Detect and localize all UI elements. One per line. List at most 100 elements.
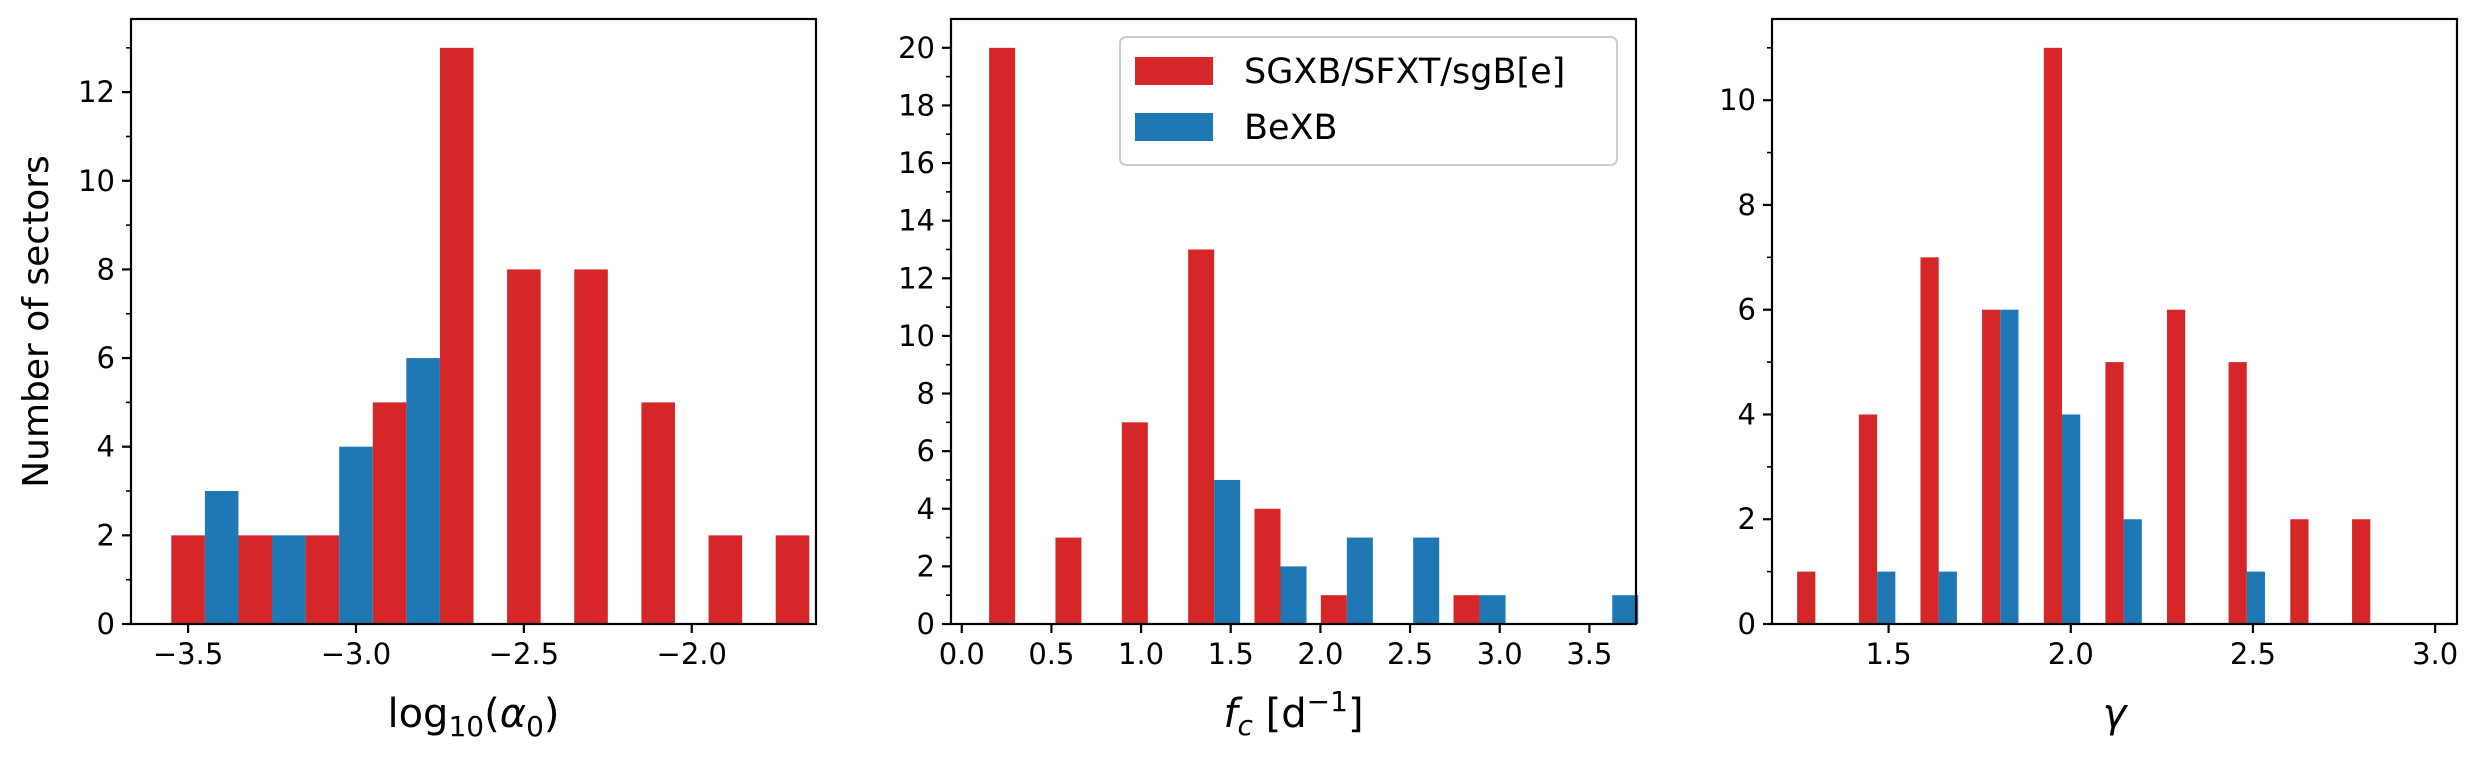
x-tick-label: 2.0 <box>1297 637 1343 671</box>
y-tick-label: 20 <box>898 31 935 65</box>
bar-sg-3 <box>1920 257 1939 624</box>
bar-sg-5 <box>439 47 474 625</box>
bar-bexb-2 <box>272 535 306 624</box>
y-tick-label: 0 <box>97 607 115 641</box>
x-tick-label: 0.0 <box>939 637 985 671</box>
bar-bexb-4 <box>2062 414 2081 624</box>
y-tick-label: 14 <box>898 204 935 238</box>
x-tick-label: −3.0 <box>321 637 391 671</box>
y-tick-label: 10 <box>898 319 935 353</box>
bar-bexb-3 <box>339 446 373 624</box>
bar-bexb-4 <box>406 358 440 624</box>
bar-bexb-1 <box>1877 571 1896 624</box>
legend-label-sg: SGXB/SFXT/sgB[e] <box>1244 52 1565 92</box>
panel-2: 0.0 0.5 1.0 1.5 2.0 2.5 3.0 3.5 0 2 4 6 8 10 12 14 16 18 2… <box>898 17 1639 742</box>
bar-sg-6 <box>507 269 541 624</box>
x-tick-label: 2.5 <box>2230 637 2276 671</box>
bar-bexb-4 <box>1413 537 1440 624</box>
legend-swatch-sg <box>1135 57 1213 85</box>
bar-bexb-3 <box>1346 537 1373 624</box>
bar-sg-5 <box>1254 508 1281 624</box>
bar-sg-4 <box>1982 309 2001 624</box>
bar-sg-8 <box>641 402 675 624</box>
x-tick-label: 3.0 <box>1477 637 1523 671</box>
plot-frame <box>129 17 818 626</box>
bar-sg-6 <box>2105 362 2124 624</box>
bar-bexb-5 <box>2123 519 2142 624</box>
y-tick-label: 0 <box>1738 607 1756 641</box>
x-tick-label: 3.5 <box>1566 637 1612 671</box>
y-tick-label: 4 <box>97 430 115 464</box>
x-axis-label: γ <box>2103 691 2129 737</box>
legend-box <box>1119 36 1618 166</box>
bar-bexb-1 <box>1214 479 1241 624</box>
y-tick-label: 16 <box>898 146 935 180</box>
x-tick-label: 2.5 <box>1387 637 1433 671</box>
x-tick-label: 1.5 <box>1208 637 1254 671</box>
y-tick-label: 2 <box>917 549 935 583</box>
plot-frame <box>1770 17 2459 626</box>
x-tick-label: 2.0 <box>2048 637 2094 671</box>
x-tick-label: −3.5 <box>153 637 223 671</box>
y-tick-label: 0 <box>917 607 935 641</box>
bar-sg-9 <box>2290 519 2309 624</box>
y-tick-label: 2 <box>1738 502 1756 536</box>
y-tick-label: 12 <box>898 261 935 295</box>
x-tick-label: −2.5 <box>489 637 559 671</box>
bar-bexb-3 <box>2000 309 2019 624</box>
y-tick-label: 10 <box>1719 83 1756 117</box>
x-tick-label: 1.5 <box>1866 637 1912 671</box>
bar-sg-10 <box>2352 519 2371 624</box>
y-tick-label: 10 <box>78 164 115 198</box>
bar-sg-1 <box>171 535 205 624</box>
y-tick-label: 4 <box>1738 397 1756 431</box>
y-tick-label: 12 <box>78 75 115 109</box>
panel-1: −3.5 −3.0 −2.5 −2.0 0 2 4 6 8 10 12 log10(α0) Number… <box>16 17 818 743</box>
x-tick-label: 1.0 <box>1118 637 1164 671</box>
bar-sg-4 <box>372 402 407 624</box>
y-tick-label: 6 <box>97 341 115 375</box>
bar-sg-3 <box>1121 422 1148 624</box>
bar-sg-5 <box>2043 47 2063 625</box>
bar-sg-2 <box>1858 414 1878 624</box>
y-axis-label: Number of sectors <box>16 155 57 488</box>
bar-bexb-5 <box>1479 595 1506 624</box>
legend: SGXB/SFXT/sgB[e] BeXB <box>1119 36 1618 166</box>
bar-bexb-2 <box>1938 571 1957 624</box>
x-tick-label: −2.0 <box>657 637 727 671</box>
bar-bexb-6 <box>2246 571 2265 624</box>
x-tick-label: 3.0 <box>2412 637 2458 671</box>
x-tick-label: 0.5 <box>1028 637 1074 671</box>
legend-swatch-bexb <box>1135 113 1213 141</box>
bar-sg-10 <box>775 535 810 624</box>
y-tick-label: 8 <box>1738 188 1756 222</box>
plot-frame <box>949 17 1638 626</box>
x-axis-label: log10(α0) <box>387 691 559 743</box>
y-tick-label: 4 <box>917 492 935 526</box>
y-tick-label: 8 <box>917 377 935 411</box>
bar-sg-7 <box>2166 309 2186 624</box>
bar-sg-6 <box>1320 595 1347 624</box>
bar-sg-2 <box>238 535 273 624</box>
bar-sg-7 <box>1453 595 1480 624</box>
bar-sg-7 <box>574 269 608 624</box>
y-tick-label: 18 <box>898 88 935 122</box>
y-tick-label: 6 <box>1738 293 1756 327</box>
bar-sg-4 <box>1188 249 1215 625</box>
bar-sg-1 <box>1797 571 1816 624</box>
bar-sg-8 <box>2228 362 2247 624</box>
panel-3: 1.5 2.0 2.5 3.0 0 2 4 6 8 10 γ <box>1719 17 2459 737</box>
bar-sg-1 <box>989 47 1016 625</box>
bar-sg-2 <box>1055 537 1082 624</box>
y-tick-label: 2 <box>97 518 115 552</box>
y-tick-label: 8 <box>97 252 115 286</box>
y-tick-label: 6 <box>917 434 935 468</box>
bar-sg-3 <box>305 535 340 624</box>
bar-bexb-6 <box>1612 595 1639 624</box>
bar-bexb-1 <box>204 491 239 624</box>
bar-bexb-2 <box>1280 566 1307 624</box>
x-axis-label: fc [d−1] <box>1223 685 1363 742</box>
bar-sg-9 <box>708 535 743 624</box>
legend-label-bexb: BeXB <box>1244 108 1338 148</box>
